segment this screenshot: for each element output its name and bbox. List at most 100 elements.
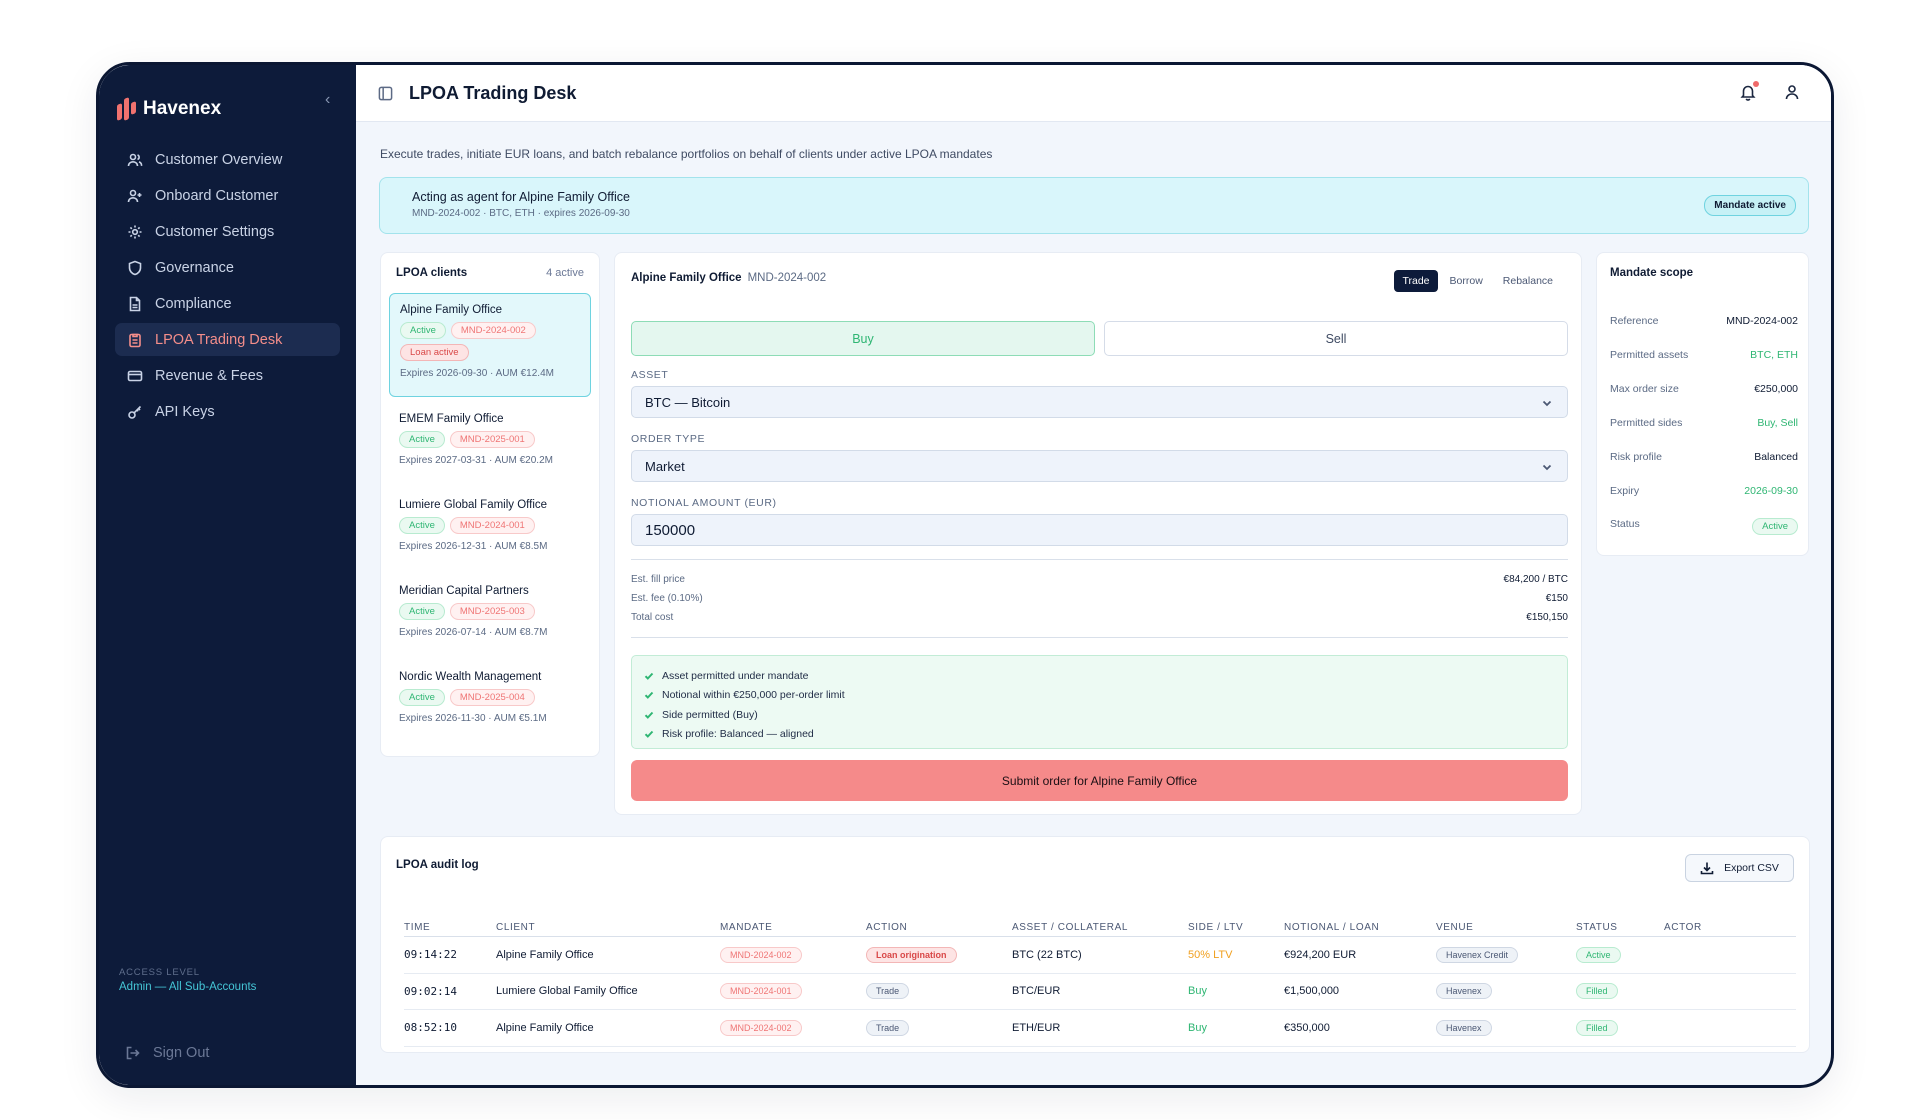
check-text: Risk profile: Balanced — aligned (662, 728, 814, 741)
column-header: CLIENT (496, 922, 536, 933)
client-item-emem-family-office[interactable]: EMEM Family Office Active MND-2025-001 E… (389, 403, 591, 481)
client-item-nordic-wealth-management[interactable]: Nordic Wealth Management Active MND-2025… (389, 661, 591, 739)
checkmark-icon (644, 672, 654, 680)
column-header: MANDATE (720, 922, 773, 933)
sell-button[interactable]: Sell (1104, 321, 1568, 356)
sidebar-item-customer-settings[interactable]: Customer Settings (115, 215, 340, 248)
client-meta: Expires 2026-09-30 · AUM €12.4M (400, 368, 554, 379)
lpoa-audit-log: LPOA audit log Export CSV TIME CLIENT MA… (380, 836, 1810, 1053)
trade-mandate-id: MND-2024-002 (747, 272, 827, 284)
check-text: Notional within €250,000 per-order limit (662, 689, 845, 702)
tab-borrow[interactable]: Borrow (1449, 275, 1483, 287)
export-csv-button[interactable]: Export CSV (1685, 854, 1794, 882)
sidebar-item-customer-overview[interactable]: Customer Overview (115, 143, 340, 176)
asset-select[interactable]: BTC — Bitcoin (631, 386, 1568, 418)
column-header: ACTOR (1664, 922, 1702, 933)
scope-label: Permitted sides (1610, 417, 1683, 429)
sidebar-item-onboard-customer[interactable]: Onboard Customer (115, 179, 340, 212)
cell-side: Buy (1188, 985, 1207, 998)
notional-amount-label: NOTIONAL AMOUNT (EUR) (631, 497, 777, 509)
column-header: ACTION (866, 922, 908, 933)
client-name: Nordic Wealth Management (399, 671, 542, 683)
est-label: Total cost (631, 612, 674, 623)
collapse-sidebar-chevron-left-icon[interactable]: ‹ (325, 91, 331, 108)
notifications-button[interactable] (1739, 81, 1759, 106)
cell-notional: €350,000 (1284, 1021, 1330, 1034)
column-header: VENUE (1436, 922, 1474, 933)
client-item-lumiere-global-family-office[interactable]: Lumiere Global Family Office Active MND-… (389, 489, 591, 567)
notional-amount-input[interactable]: 150000 (631, 514, 1568, 546)
client-name: Alpine Family Office (400, 304, 503, 316)
table-header: TIME CLIENT MANDATE ACTION ASSET / COLLA… (404, 919, 1796, 937)
client-status-badge: Active (399, 517, 445, 534)
cell-side: Buy (1188, 1021, 1207, 1034)
tab-trade[interactable]: Trade (1394, 270, 1438, 292)
buy-button[interactable]: Buy (631, 321, 1095, 356)
notional-amount-value: 150000 (645, 521, 696, 539)
est-fill-price-row: Est. fill price €84,200 / BTC (631, 574, 1568, 585)
cell-asset: ETH/EUR (1012, 1021, 1061, 1034)
table-row[interactable]: 08:52:10 Alpine Family Office MND-2024-0… (404, 1010, 1796, 1047)
column-header: STATUS (1576, 922, 1618, 933)
scope-value: 2026-09-30 (1744, 485, 1798, 497)
trade-panel-header: Alpine Family Office MND-2024-002 (631, 272, 826, 284)
client-meta: Expires 2026-12-31 · AUM €8.5M (399, 541, 548, 552)
trade-panel: Alpine Family Office MND-2024-002 Trade B… (614, 252, 1582, 815)
access-level: ACCESS LEVEL Admin — All Sub-Accounts (119, 967, 256, 993)
client-item-alpine-family-office[interactable]: Alpine Family Office Active MND-2024-002… (389, 293, 591, 397)
client-mandate-badge: MND-2024-002 (450, 322, 536, 339)
sign-out-label: Sign Out (153, 1045, 210, 1061)
client-meta: Expires 2027-03-31 · AUM €20.2M (399, 455, 553, 466)
user-menu-button[interactable] (1783, 83, 1801, 106)
top-icons (1739, 81, 1801, 106)
cell-action: Trade (866, 1019, 910, 1036)
cell-action: Trade (866, 983, 910, 1000)
est-value: €150 (1545, 593, 1568, 604)
app-window: Havenex ‹ Customer Overview Onboard Cust… (96, 62, 1834, 1088)
cell-action: Loan origination (866, 946, 957, 963)
main-content: LPOA Trading Desk Execute trades, initia… (356, 65, 1831, 1085)
asset-select-value: BTC — Bitcoin (645, 394, 731, 410)
sidebar-item-label: Governance (155, 259, 234, 276)
cell-client: Lumiere Global Family Office (496, 985, 638, 998)
havenex-logo-icon (115, 96, 137, 122)
brand[interactable]: Havenex (99, 81, 356, 137)
sign-out-button[interactable]: Sign Out (125, 1045, 209, 1061)
sidebar-item-governance[interactable]: Governance (115, 251, 340, 284)
scope-row-permitted-assets: Permitted assets BTC, ETH (1610, 349, 1798, 361)
divider (631, 637, 1568, 638)
client-item-meridian-capital-partners[interactable]: Meridian Capital Partners Active MND-202… (389, 575, 591, 653)
order-type-label: ORDER TYPE (631, 433, 706, 445)
mandate-scope-title: Mandate scope (1610, 267, 1694, 279)
est-label: Est. fee (0.10%) (631, 593, 703, 604)
sidebar-item-lpoa-trading-desk[interactable]: LPOA Trading Desk (115, 323, 340, 356)
cell-asset: BTC (22 BTC) (1012, 948, 1082, 961)
sidebar-item-api-keys[interactable]: API Keys (115, 395, 340, 428)
sidebar-item-label: Customer Settings (155, 223, 275, 240)
order-type-select[interactable]: Market (631, 450, 1568, 482)
sidebar-toggle-icon[interactable] (378, 86, 393, 101)
cell-mandate: MND-2024-002 (720, 946, 802, 963)
table-row[interactable]: 09:02:14 Lumiere Global Family Office MN… (404, 974, 1796, 1010)
users-icon (127, 153, 143, 166)
submit-order-button[interactable]: Submit order for Alpine Family Office (631, 760, 1568, 801)
cell-time: 09:14:22 (404, 948, 457, 962)
sidebar-item-compliance[interactable]: Compliance (115, 287, 340, 320)
cell-status: Filled (1576, 1019, 1618, 1036)
loan-active-badge: Loan active (400, 344, 469, 361)
tab-rebalance[interactable]: Rebalance (1502, 275, 1553, 287)
sidebar-item-revenue-fees[interactable]: Revenue & Fees (115, 359, 340, 392)
table-row[interactable]: 09:14:22 Alpine Family Office MND-2024-0… (404, 937, 1796, 974)
client-status-badge: Active (399, 689, 445, 706)
check-item: Notional within €250,000 per-order limit (644, 686, 1567, 706)
chevron-down-icon (1542, 464, 1552, 471)
client-name: EMEM Family Office (399, 413, 504, 425)
audit-table: TIME CLIENT MANDATE ACTION ASSET / COLLA… (404, 919, 1796, 1047)
checkmark-icon (644, 711, 654, 719)
client-meta: Expires 2026-11-30 · AUM €5.1M (399, 713, 547, 724)
check-item: Risk profile: Balanced — aligned (644, 725, 1567, 745)
cell-status: Filled (1576, 983, 1618, 1000)
notification-dot (1753, 81, 1759, 87)
document-icon (129, 296, 141, 311)
page-title: LPOA Trading Desk (409, 82, 577, 103)
